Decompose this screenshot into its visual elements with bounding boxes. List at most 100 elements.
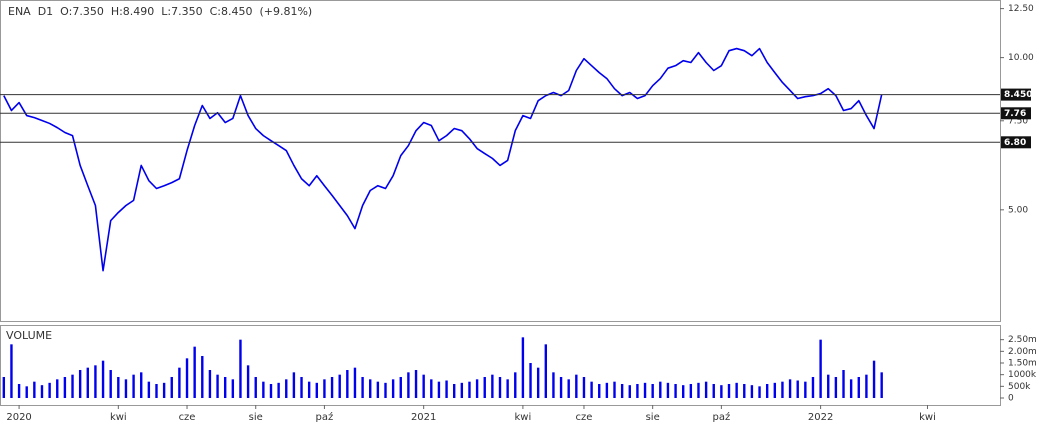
x-tick-label: cze (576, 412, 593, 423)
volume-bar (399, 377, 402, 398)
volume-bar (651, 384, 654, 398)
volume-bar (162, 382, 166, 398)
y-tick-label: 10.00 (1008, 53, 1034, 63)
volume-bar (552, 372, 555, 398)
volume-bar (452, 384, 456, 398)
volume-bar (773, 382, 777, 398)
volume-bar (544, 344, 548, 398)
x-tick-label: paź (316, 411, 334, 423)
chart-header: ENA D1 O:7.350 H:8.490 L:7.350 C:8.450 (… (8, 5, 312, 18)
volume-bar (788, 379, 792, 398)
price-panel (0, 0, 1001, 322)
volume-bar (315, 382, 318, 398)
volume-bar (292, 372, 296, 398)
volume-bar (796, 380, 799, 398)
volume-bar (239, 339, 242, 398)
volume-bar (307, 381, 311, 398)
volume-bar (529, 363, 532, 398)
volume-bar (193, 346, 196, 398)
volume-bar (437, 381, 441, 398)
price-line (3, 47, 883, 272)
volume-bar (475, 379, 479, 398)
volume-bar (430, 379, 433, 398)
volume-bar (17, 384, 21, 398)
volume-bar (170, 377, 173, 398)
volume-bar (575, 374, 578, 398)
volume-bar (720, 385, 723, 398)
x-tick-label: paź (713, 411, 731, 423)
level-label: 8.450 (1004, 90, 1032, 100)
volume-bar (674, 384, 677, 398)
volume-bar (727, 384, 731, 398)
x-tick-label: cze (179, 412, 196, 423)
y-tick-label: 12.50 (1008, 4, 1034, 14)
volume-bar (201, 356, 204, 398)
volume-bar (666, 382, 670, 398)
volume-bar (506, 379, 509, 398)
volume-bar (536, 367, 540, 398)
x-tick-label: kwi (110, 412, 127, 423)
volume-bar (231, 379, 235, 398)
volume-bar (361, 377, 364, 398)
volume-bar (109, 370, 112, 398)
volume-bar (559, 377, 563, 398)
volume-bar (71, 374, 74, 398)
x-tick-label: 2021 (411, 412, 436, 423)
y-tick-label: 2.50m (1008, 335, 1037, 345)
volume-bar (781, 381, 784, 398)
volume-bar (94, 365, 97, 398)
volume-bar (40, 385, 44, 398)
volume-bar (804, 381, 807, 398)
volume-bar (277, 382, 280, 398)
volume-bar (147, 381, 151, 398)
volume-bar (10, 344, 13, 398)
y-tick-label: 1000k (1008, 370, 1037, 380)
volume-bar (758, 386, 761, 398)
volume-bar (620, 384, 624, 398)
volume-bar (689, 384, 693, 398)
volume-bar (567, 379, 570, 398)
volume-bar (155, 384, 158, 398)
x-tick-label: 2020 (6, 412, 31, 423)
y-tick-label: 500k (1008, 382, 1031, 392)
volume-bar (216, 374, 219, 398)
volume-bar (254, 377, 257, 398)
volume-bar (262, 381, 265, 398)
volume-bar (468, 381, 471, 398)
volume-bar (369, 379, 372, 398)
volume-bar (384, 382, 387, 398)
volume-bar (842, 370, 845, 398)
volume-bar (391, 379, 395, 398)
volume-bar (498, 377, 502, 398)
volume-bar (827, 374, 830, 398)
y-tick-label: 7.50 (1008, 116, 1028, 126)
volume-bar (521, 337, 525, 398)
volume-bar (346, 370, 349, 398)
volume-bar (598, 384, 601, 398)
volume-bar (117, 377, 120, 398)
volume-bar (590, 381, 593, 398)
level-label-box (1001, 136, 1031, 149)
volume-bar (636, 384, 639, 398)
volume-title: VOLUME (6, 329, 52, 342)
volume-bar (849, 379, 853, 398)
volume-bar (101, 360, 105, 398)
volume-bar (697, 382, 700, 398)
x-tick-label: kwi (515, 412, 532, 423)
volume-bar (613, 381, 616, 398)
volume-bar (735, 382, 738, 398)
y-tick-label: 1.50m (1008, 359, 1037, 369)
volume-bar (765, 384, 769, 398)
volume-bar (643, 382, 647, 398)
volume-bar (743, 384, 746, 398)
volume-bar (460, 382, 464, 398)
volume-bar (2, 377, 6, 398)
volume-bar (704, 381, 708, 398)
x-tick-label: sie (249, 412, 263, 423)
level-label: 7.76 (1004, 109, 1026, 119)
volume-bar (140, 372, 143, 398)
volume-bar (422, 374, 425, 398)
volume-bar (865, 374, 868, 398)
y-tick-label: 0 (1008, 394, 1014, 404)
